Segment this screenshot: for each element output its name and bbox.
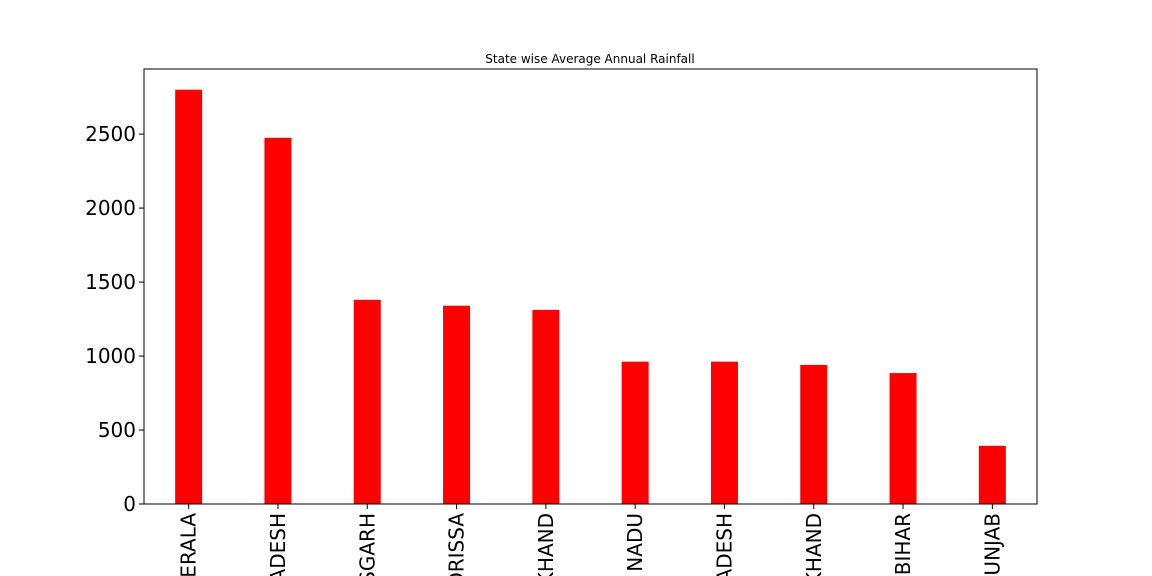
y-tick-label-0: 0 bbox=[123, 492, 136, 516]
bar-1 bbox=[264, 137, 292, 504]
x-tick-label-2: SGARH bbox=[355, 513, 379, 576]
bar-6 bbox=[710, 361, 738, 504]
x-tick-label-3: ORISSA bbox=[445, 513, 469, 576]
x-tick-label-7: KHAND bbox=[802, 513, 826, 576]
bar-5 bbox=[621, 361, 649, 504]
x-tick-label-4: KHAND bbox=[534, 513, 558, 576]
y-tick-label-3: 1500 bbox=[85, 270, 136, 294]
bar-0 bbox=[175, 89, 203, 504]
y-tick-label-2: 1000 bbox=[85, 344, 136, 368]
bar-7 bbox=[800, 364, 828, 504]
bar-3 bbox=[443, 305, 471, 504]
bar-9 bbox=[978, 445, 1006, 504]
y-tick-label-1: 500 bbox=[98, 418, 136, 442]
x-tick-label-1: ADESH bbox=[266, 513, 290, 576]
chart-title: State wise Average Annual Rainfall bbox=[485, 52, 694, 66]
x-tick-label-5: NADU bbox=[623, 513, 647, 572]
bar-8 bbox=[889, 373, 917, 504]
x-tick-label-9: UNJAB bbox=[980, 513, 1004, 576]
x-tick-label-6: ADESH bbox=[712, 513, 736, 576]
bar-2 bbox=[353, 299, 381, 504]
y-tick-label-5: 2500 bbox=[85, 122, 136, 146]
plot-frame bbox=[143, 68, 1038, 505]
x-tick-label-8: BIHAR bbox=[891, 513, 915, 575]
x-tick-label-0: ERALA bbox=[177, 513, 201, 576]
bar-4 bbox=[532, 309, 560, 504]
y-tick-label-4: 2000 bbox=[85, 196, 136, 220]
